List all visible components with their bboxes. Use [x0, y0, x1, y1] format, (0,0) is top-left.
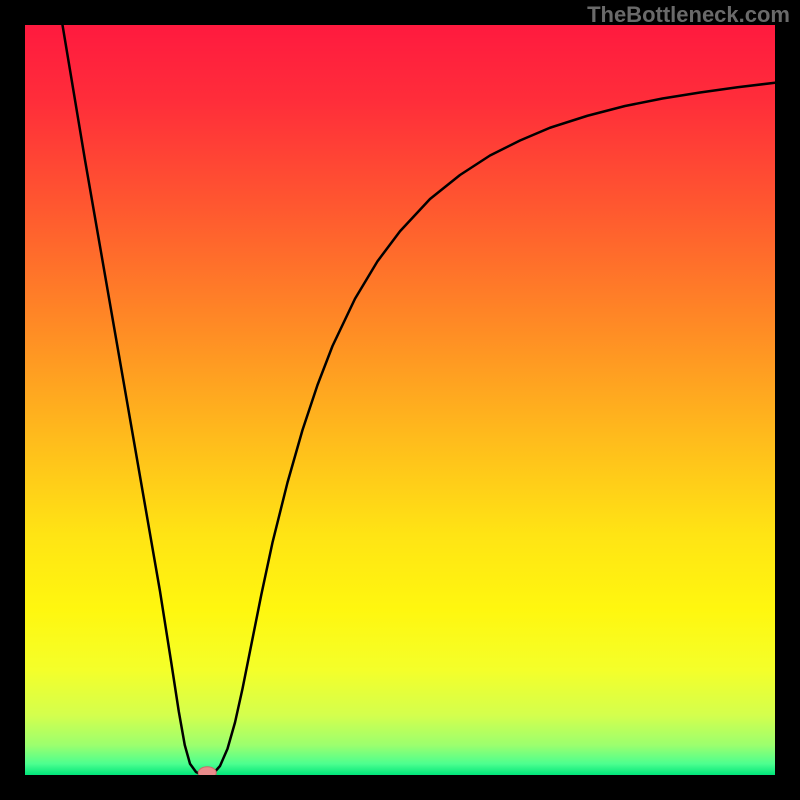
chart-container: { "canvas": { "width": 800, "height": 80…	[0, 0, 800, 800]
optimal-point-marker	[198, 767, 216, 775]
plot-area	[25, 25, 775, 775]
watermark-text: TheBottleneck.com	[587, 2, 790, 28]
bottleneck-chart	[25, 25, 775, 775]
gradient-background	[25, 25, 775, 775]
